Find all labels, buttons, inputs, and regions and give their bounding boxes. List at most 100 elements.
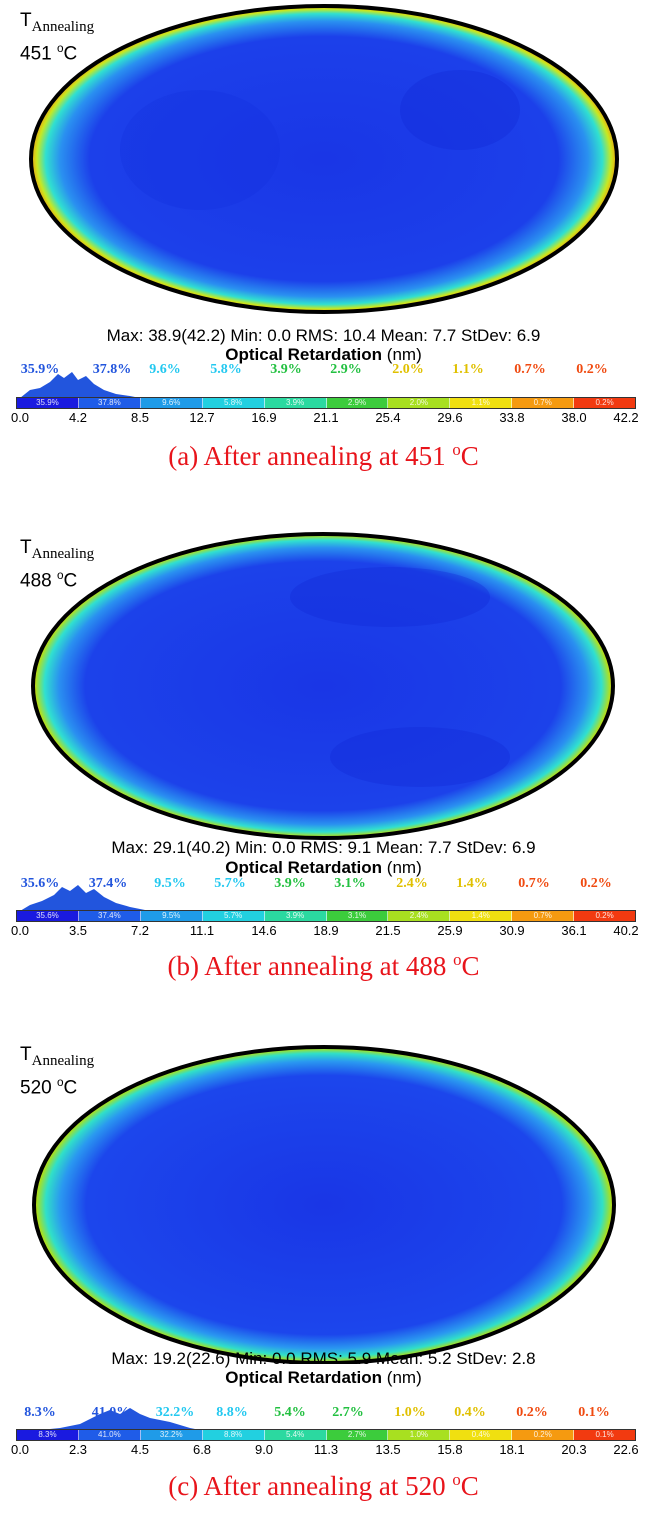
scale-segment-percent: 3.9% [285,398,305,407]
tick-label: 25.4 [375,410,401,425]
scale-segment-percent: 0.7% [533,398,552,407]
scale-segment: 3.9% [264,911,327,921]
retardation-map [29,4,619,314]
tick-label: 18.9 [313,923,339,938]
color-scale-bar: 8.3% 41.0% 32.2% 8.8% 5.4% 2.7% 1.0% 0.4% 0.2% 0.… [16,1429,636,1441]
tick-row: 0.0 3.5 7.2 11.1 14.6 18.9 21.5 25.9 30.9 36.1 40.… [0,923,647,939]
axis-title: Optical Retardation (nm) [225,345,422,364]
caption: (a) After annealing at 451 oC [168,440,479,471]
scale-segment-percent: 35.9% [36,398,59,407]
scale-segment: 2.0% [388,398,451,408]
scale-segment: 2.4% [388,911,451,921]
scale-segment: 0.4% [450,1430,513,1440]
percent-label: 0.4% [454,1405,486,1420]
scale-segment: 32.2% [140,1430,203,1440]
percent-label: 3.9% [270,362,302,377]
scale-segment-percent: 32.2% [159,1430,183,1439]
scale-segment-percent: 0.2% [533,1430,552,1439]
panel-a: TAnnealing 451 oC Max: 38.9(42.2) Min: 0… [0,0,647,505]
tick-label: 18.1 [499,1442,525,1457]
scale-segment-percent: 1.0% [409,1430,428,1439]
scale-segment: 1.1% [450,398,513,408]
scale-segment-percent: 3.9% [285,911,305,920]
percent-label: 0.7% [518,876,550,891]
scale-segment-percent: 5.8% [224,398,243,407]
tick-label: 30.9 [499,923,525,938]
scale-segment-percent: 1.1% [471,398,490,407]
tick-label: 14.6 [251,923,277,938]
retardation-map [32,1045,616,1364]
percent-label: 9.6% [149,362,181,377]
scale-segment: 35.6% [17,911,79,921]
percent-label: 0.1% [578,1405,610,1420]
tick-label: 16.9 [251,410,277,425]
tick-row: 0.0 2.3 4.5 6.8 9.0 11.3 13.5 15.8 18.1 20.3 22.6 [0,1442,647,1458]
tick-label: 15.8 [437,1442,463,1457]
axis-title: Optical Retardation (nm) [225,858,422,877]
tick-label: 2.3 [68,1442,88,1457]
color-scale-bar: 35.6% 37.4% 9.5% 5.7% 3.9% 3.1% 2.4% 1.4% 0.7% 0.… [16,910,636,922]
tick-label: 40.2 [613,923,639,938]
scale-segment-percent: 5.4% [285,1430,305,1439]
scale-segment-percent: 8.8% [224,1430,243,1439]
tick-label: 38.0 [561,410,587,425]
tick-label: 21.1 [313,410,339,425]
scale-segment-percent: 8.3% [38,1430,57,1439]
scale-segment-percent: 9.6% [162,398,181,407]
percent-label: 3.9% [274,876,306,891]
stats-line: Max: 19.2(22.6) Min: 0.0 RMS: 5.9 Mean: … [111,1349,536,1368]
percent-label: 5.8% [210,362,242,377]
scale-segment: 37.8% [78,398,141,408]
percent-label: 1.1% [452,362,484,377]
scale-segment: 5.4% [264,1430,327,1440]
scale-segment: 35.9% [17,398,79,408]
percent-label: 35.9% [20,362,60,377]
tick-label: 22.6 [613,1442,639,1457]
histogram [20,372,140,398]
scale-segment: 3.9% [264,398,327,408]
scale-segment: 2.7% [326,1430,389,1440]
scale-segment: 1.4% [450,911,513,921]
retardation-map [31,532,615,840]
temperature-label: 451 oC [20,42,78,65]
scale-segment: 0.1% [574,1430,636,1440]
scale-segment-percent: 41.0% [98,1430,121,1439]
color-scale-bar: 35.9% 37.8% 9.6% 5.8% 3.9% 2.9% 2.0% 1.1% 0.7% 0.… [16,397,636,409]
scale-segment: 0.2% [512,1430,575,1440]
tick-label: 4.2 [68,410,88,425]
caption: (c) After annealing at 520 oC [168,1470,479,1501]
percent-label: 9.5% [154,876,186,891]
scale-segment: 5.7% [202,911,265,921]
tick-label: 20.3 [561,1442,587,1457]
scale-segment: 41.0% [78,1430,141,1440]
tick-label: 13.5 [375,1442,401,1457]
temperature-label: 488 oC [20,569,78,592]
tick-label: 12.7 [189,410,215,425]
scale-segment-percent: 2.4% [409,911,428,920]
percent-label: 41.0% [91,1405,131,1420]
tick-label: 3.5 [68,923,88,938]
percent-label: 2.0% [392,362,424,377]
tick-label: 42.2 [613,410,639,425]
tick-label: 36.1 [561,923,587,938]
scale-segment: 0.2% [574,398,636,408]
tick-label: 25.9 [437,923,463,938]
histogram [20,1408,210,1432]
percent-label: 2.7% [332,1405,364,1420]
scale-segment-percent: 0.4% [471,1430,490,1439]
scale-segment-percent: 37.4% [98,911,121,920]
percent-label: 3.1% [334,876,366,891]
percent-label: 0.2% [516,1405,548,1420]
scale-segment: 1.0% [388,1430,451,1440]
scale-segment: 3.1% [326,911,389,921]
caption: (b) After annealing at 488 oC [167,950,480,981]
scale-segment: 2.9% [326,398,389,408]
stats-line: Max: 38.9(42.2) Min: 0.0 RMS: 10.4 Mean:… [106,326,541,345]
tick-label: 21.5 [375,923,401,938]
scale-segment-percent: 1.4% [471,911,490,920]
scale-segment: 8.3% [17,1430,79,1440]
percent-label: 5.4% [274,1405,306,1420]
percent-label: 0.2% [576,362,608,377]
percent-label: 2.9% [330,362,362,377]
axis-title: Optical Retardation (nm) [225,1368,422,1387]
